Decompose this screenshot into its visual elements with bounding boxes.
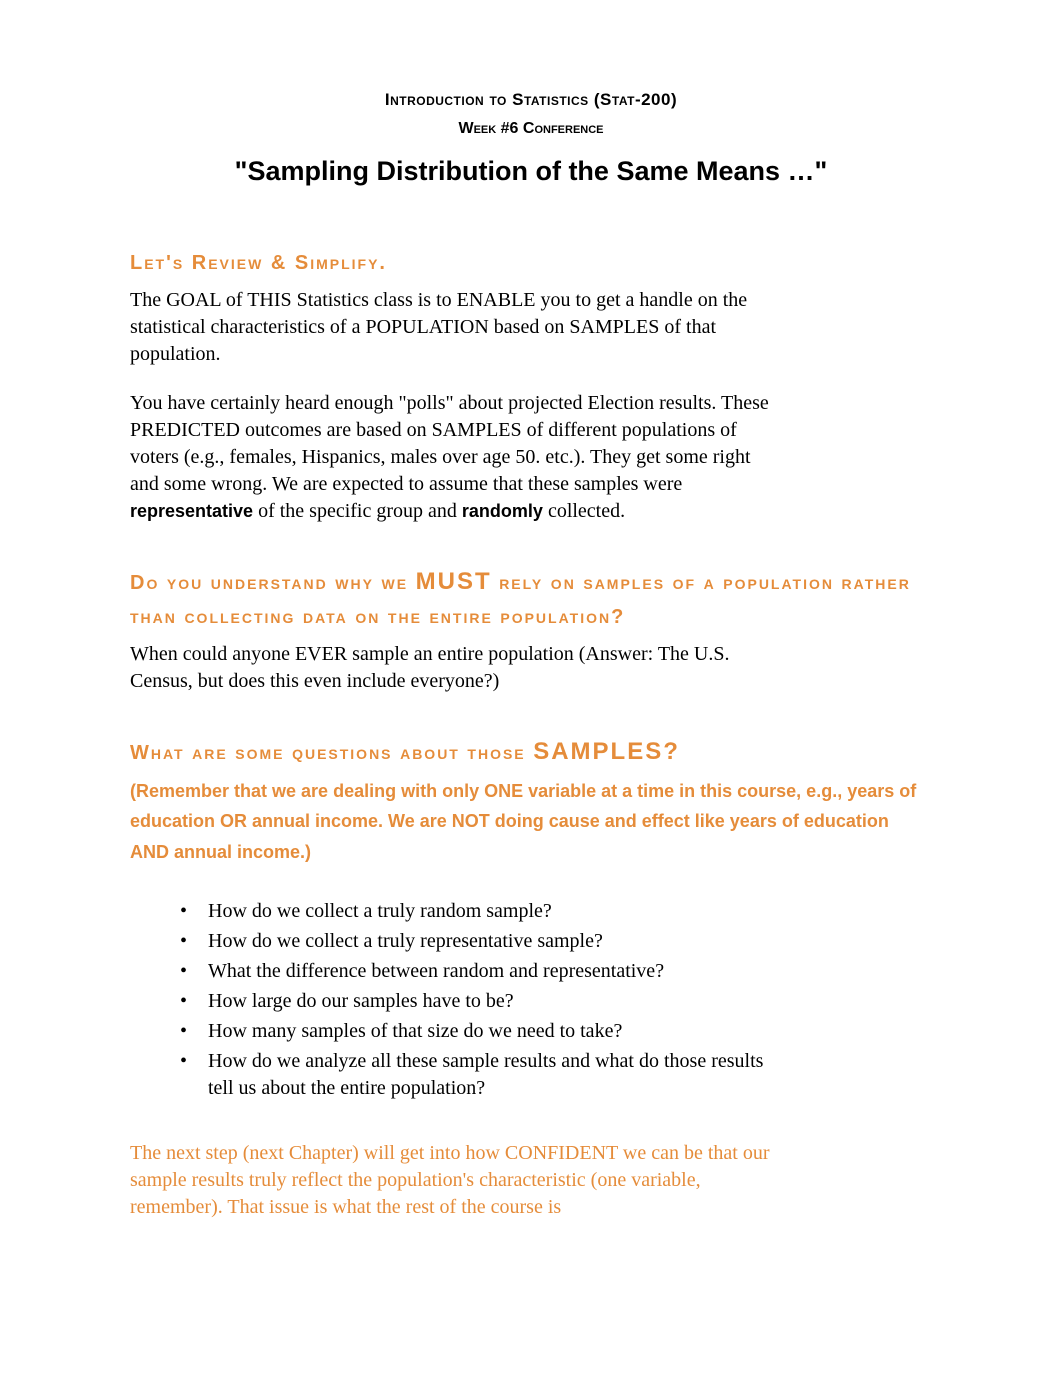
page-title: "Sampling Distribution of the Same Means… [130, 156, 932, 187]
heading-understand-big: MUST [416, 568, 492, 595]
section-sample-questions: What are some questions about those SAMP… [130, 733, 932, 1101]
heading-questions-big: SAMPLES? [533, 738, 680, 765]
list-item: How large do our samples have to be? [180, 988, 780, 1015]
sub-one-variable: (Remember that we are dealing with only … [130, 776, 932, 868]
heading-questions-a: What are some questions about those [130, 742, 533, 764]
list-item: What the difference between random and r… [180, 958, 780, 985]
bold-representative: representative [130, 501, 253, 521]
questions-list: How do we collect a truly random sample?… [130, 898, 932, 1102]
para-polls-a: You have certainly heard enough "polls" … [130, 392, 769, 495]
list-item: How do we collect a truly random sample? [180, 898, 780, 925]
list-item: How do we collect a truly representative… [180, 928, 780, 955]
section-understand-samples: Do you understand why we MUST rely on sa… [130, 563, 932, 695]
section-review-simplify: Let's Review & Simplify. The GOAL of THI… [130, 247, 932, 525]
para-polls-b: of the specific group and [258, 500, 462, 522]
list-item: How many samples of that size do we need… [180, 1018, 780, 1045]
para-polls-c: collected. [548, 500, 625, 522]
para-goal: The GOAL of THIS Statistics class is to … [130, 287, 770, 368]
para-census: When could anyone EVER sample an entire … [130, 641, 770, 695]
course-header: Introduction to Statistics (Stat-200) [130, 90, 932, 110]
para-next-step: The next step (next Chapter) will get in… [130, 1140, 770, 1221]
list-item: How do we analyze all these sample resul… [180, 1048, 780, 1102]
bold-randomly: randomly [462, 501, 543, 521]
heading-understand: Do you understand why we MUST rely on sa… [130, 563, 932, 633]
para-polls: You have certainly heard enough "polls" … [130, 390, 770, 525]
week-header: Week #6 Conference [130, 120, 932, 138]
heading-review: Let's Review & Simplify. [130, 247, 932, 279]
heading-understand-a: Do you understand why we [130, 572, 416, 594]
course-line: Introduction to Statistics (Stat-200) [385, 90, 677, 109]
heading-questions: What are some questions about those SAMP… [130, 733, 932, 771]
